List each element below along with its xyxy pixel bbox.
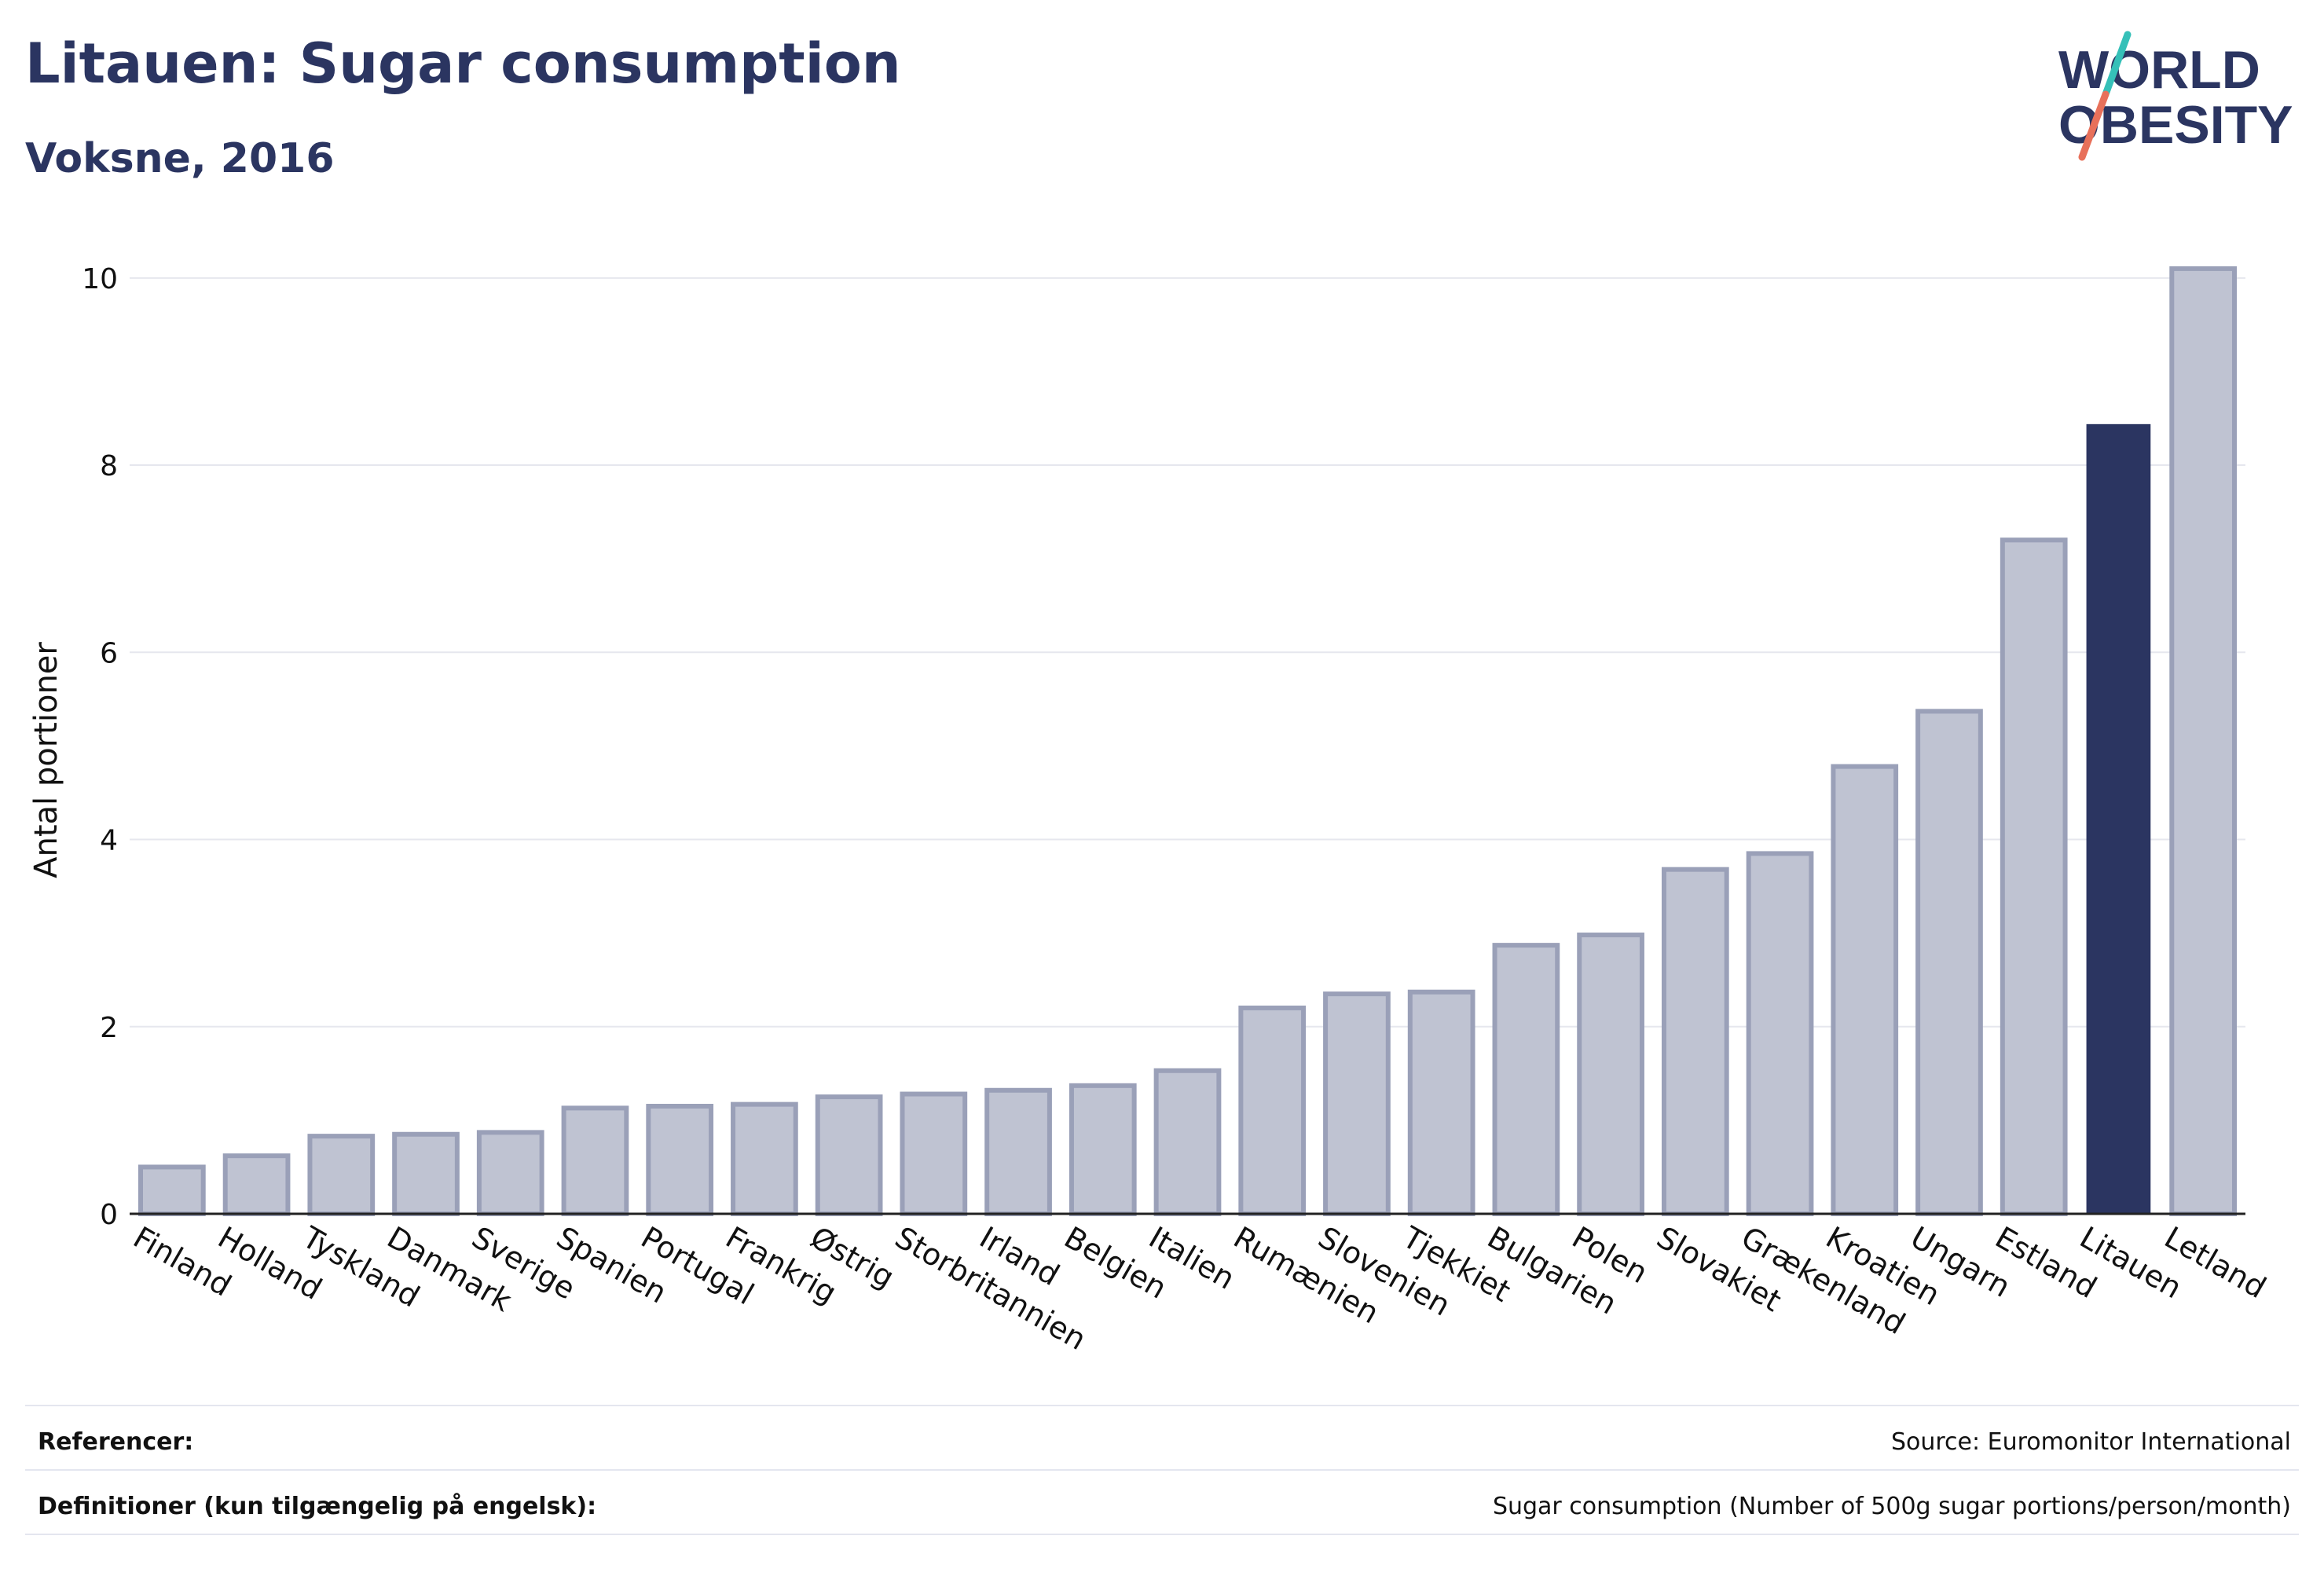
y-axis-title: Antal portioner (28, 642, 64, 878)
bar-finland (138, 1164, 206, 1216)
bar-letland (2169, 266, 2237, 1217)
logo-word-world: WORLD (2058, 40, 2260, 100)
bar-belgien (1069, 1083, 1137, 1217)
bar-estland (2000, 537, 2068, 1216)
bar-litauen (2086, 423, 2151, 1215)
bar-spanien (561, 1105, 629, 1217)
bar-tjekkiet (1407, 989, 1475, 1216)
bar-portugal (646, 1104, 714, 1216)
logo-coral-stroke (2078, 90, 2110, 161)
bar-storbritannien (900, 1091, 968, 1216)
footer-divider-bottom (25, 1534, 2299, 1535)
bar-sverige (476, 1130, 544, 1217)
references-label: Referencer: (38, 1428, 194, 1456)
y-tick-label: 0 (100, 1199, 118, 1231)
bar-irland (984, 1087, 1052, 1216)
bar-østrig (815, 1094, 883, 1216)
bar-rumænien (1238, 1005, 1307, 1216)
y-tick-label: 4 (100, 825, 118, 857)
logo-teal-stroke (2102, 31, 2132, 98)
references-value: Source: Euromonitor International (1890, 1428, 2291, 1456)
y-tick-label: 6 (100, 637, 118, 669)
bar-kroatien (1831, 764, 1899, 1216)
bar-italien (1153, 1068, 1222, 1216)
bar-slovakiet (1661, 867, 1729, 1217)
chart-title: Litauen: Sugar consumption (25, 31, 901, 96)
footer-divider-top (25, 1405, 2299, 1406)
bar-chart: 0246810FinlandHollandTysklandDanmarkSver… (28, 263, 2272, 1357)
y-tick-label: 10 (82, 263, 118, 295)
y-tick-label: 8 (100, 450, 118, 482)
definitions-value: Sugar consumption (Number of 500g sugar … (1492, 1493, 2291, 1520)
bar-ungarn (1915, 709, 1983, 1216)
bar-tyskland (307, 1134, 376, 1216)
bar-danmark (392, 1131, 460, 1216)
world-obesity-logo: WORLD OBESITY (2058, 31, 2293, 161)
definitions-label: Definitioner (kun tilgængelig på engelsk… (38, 1493, 597, 1520)
bar-frankrig (731, 1101, 798, 1216)
bar-bulgarien (1492, 943, 1560, 1216)
bar-grækenland (1746, 851, 1814, 1217)
bar-slovenien (1323, 991, 1391, 1216)
y-tick-label: 2 (100, 1012, 118, 1044)
x-tick-label: Finland (127, 1220, 237, 1303)
bar-holland (222, 1153, 291, 1217)
bar-polen (1577, 933, 1644, 1216)
chart-subtitle: Voksne, 2016 (25, 135, 335, 182)
footer-divider-middle (25, 1469, 2299, 1471)
